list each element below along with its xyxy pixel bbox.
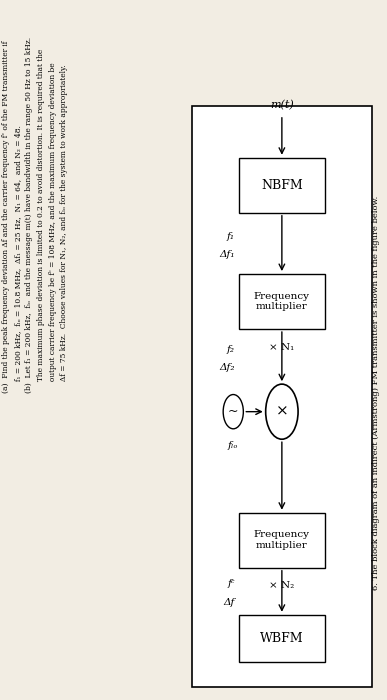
- Text: fₗₒ: fₗₒ: [228, 441, 238, 450]
- Text: fᶜ: fᶜ: [228, 580, 235, 589]
- Text: (a)  Find the peak frequency deviation Δf and the carrier frequency fᶜ of the FM: (a) Find the peak frequency deviation Δf…: [2, 37, 68, 393]
- FancyBboxPatch shape: [239, 274, 325, 329]
- Text: Frequency
multiplier: Frequency multiplier: [254, 531, 310, 550]
- Text: ~: ~: [228, 405, 238, 418]
- FancyBboxPatch shape: [192, 106, 372, 687]
- Text: NBFM: NBFM: [261, 178, 303, 192]
- Text: f₁: f₁: [227, 232, 235, 241]
- Text: Frequency
multiplier: Frequency multiplier: [254, 292, 310, 312]
- FancyBboxPatch shape: [239, 512, 325, 568]
- Text: m(t): m(t): [270, 100, 294, 111]
- Text: Δf₂: Δf₂: [219, 363, 235, 372]
- Text: 6. The block diagram of an indirect (Armstrong) FM transmitter is shown in the f: 6. The block diagram of an indirect (Arm…: [372, 196, 380, 590]
- FancyBboxPatch shape: [239, 615, 325, 662]
- Text: Δf: Δf: [224, 598, 235, 607]
- Text: × N₁: × N₁: [269, 342, 295, 351]
- Text: × N₂: × N₂: [269, 581, 295, 590]
- Text: f₂: f₂: [227, 344, 235, 354]
- FancyBboxPatch shape: [239, 158, 325, 213]
- Text: ×: ×: [276, 405, 288, 419]
- Text: WBFM: WBFM: [260, 631, 304, 645]
- Text: Δf₁: Δf₁: [219, 250, 235, 259]
